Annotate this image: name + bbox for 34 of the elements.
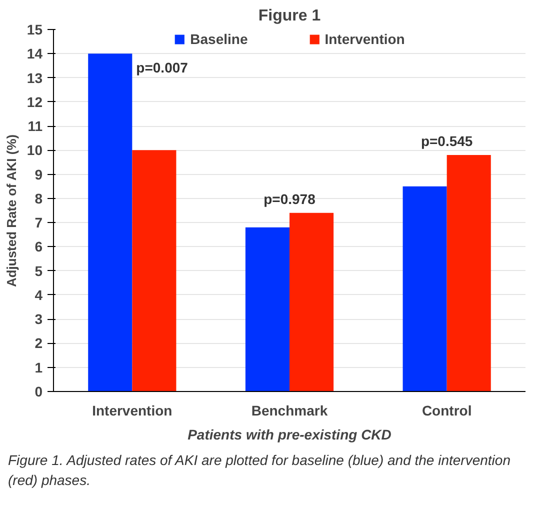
y-axis-title: Adjusted Rate of AKI (%): [4, 134, 19, 288]
y-tick-label: 5: [34, 262, 43, 279]
bar: [245, 227, 290, 392]
bar: [132, 150, 176, 392]
y-tick-label: 6: [34, 238, 43, 255]
y-tick-label: 9: [34, 166, 43, 182]
annotation: p=0.007: [136, 60, 188, 76]
y-tick-label: 10: [26, 142, 43, 158]
x-tick-label: Benchmark: [251, 402, 328, 418]
bar: [88, 54, 132, 392]
x-axis-title: Patients with pre-existing CKD: [188, 426, 392, 442]
caption: Figure 1. Adjusted rates of AKI are plotted for baseline (blue) and the intervention (red) phases.: [8, 451, 512, 490]
legend-label: Baseline: [190, 31, 248, 47]
y-tick-label: 15: [26, 22, 43, 38]
y-tick-label: 1: [34, 359, 43, 376]
annotation: p=0.545: [420, 132, 473, 149]
chart-title: Figure 1: [258, 8, 321, 24]
y-tick-label: 2: [34, 335, 43, 352]
y-tick-label: 8: [34, 190, 43, 206]
y-tick-label: 14: [26, 46, 43, 62]
y-tick-label: 12: [26, 94, 43, 110]
bar: [446, 154, 491, 392]
y-tick-label: 0: [34, 384, 43, 400]
y-tick-label: 11: [28, 118, 43, 134]
legend-label: Intervention: [324, 31, 405, 47]
bar: [402, 186, 447, 392]
y-tick-label: 13: [26, 70, 43, 86]
y-tick-label: 4: [34, 286, 43, 303]
y-tick-label: 7: [34, 214, 43, 231]
x-tick-label: Control: [422, 402, 472, 418]
bar: [290, 212, 334, 392]
y-tick-label: 3: [34, 311, 43, 328]
x-tick-label: Intervention: [92, 402, 172, 418]
annotation: p=0.978: [264, 190, 316, 207]
